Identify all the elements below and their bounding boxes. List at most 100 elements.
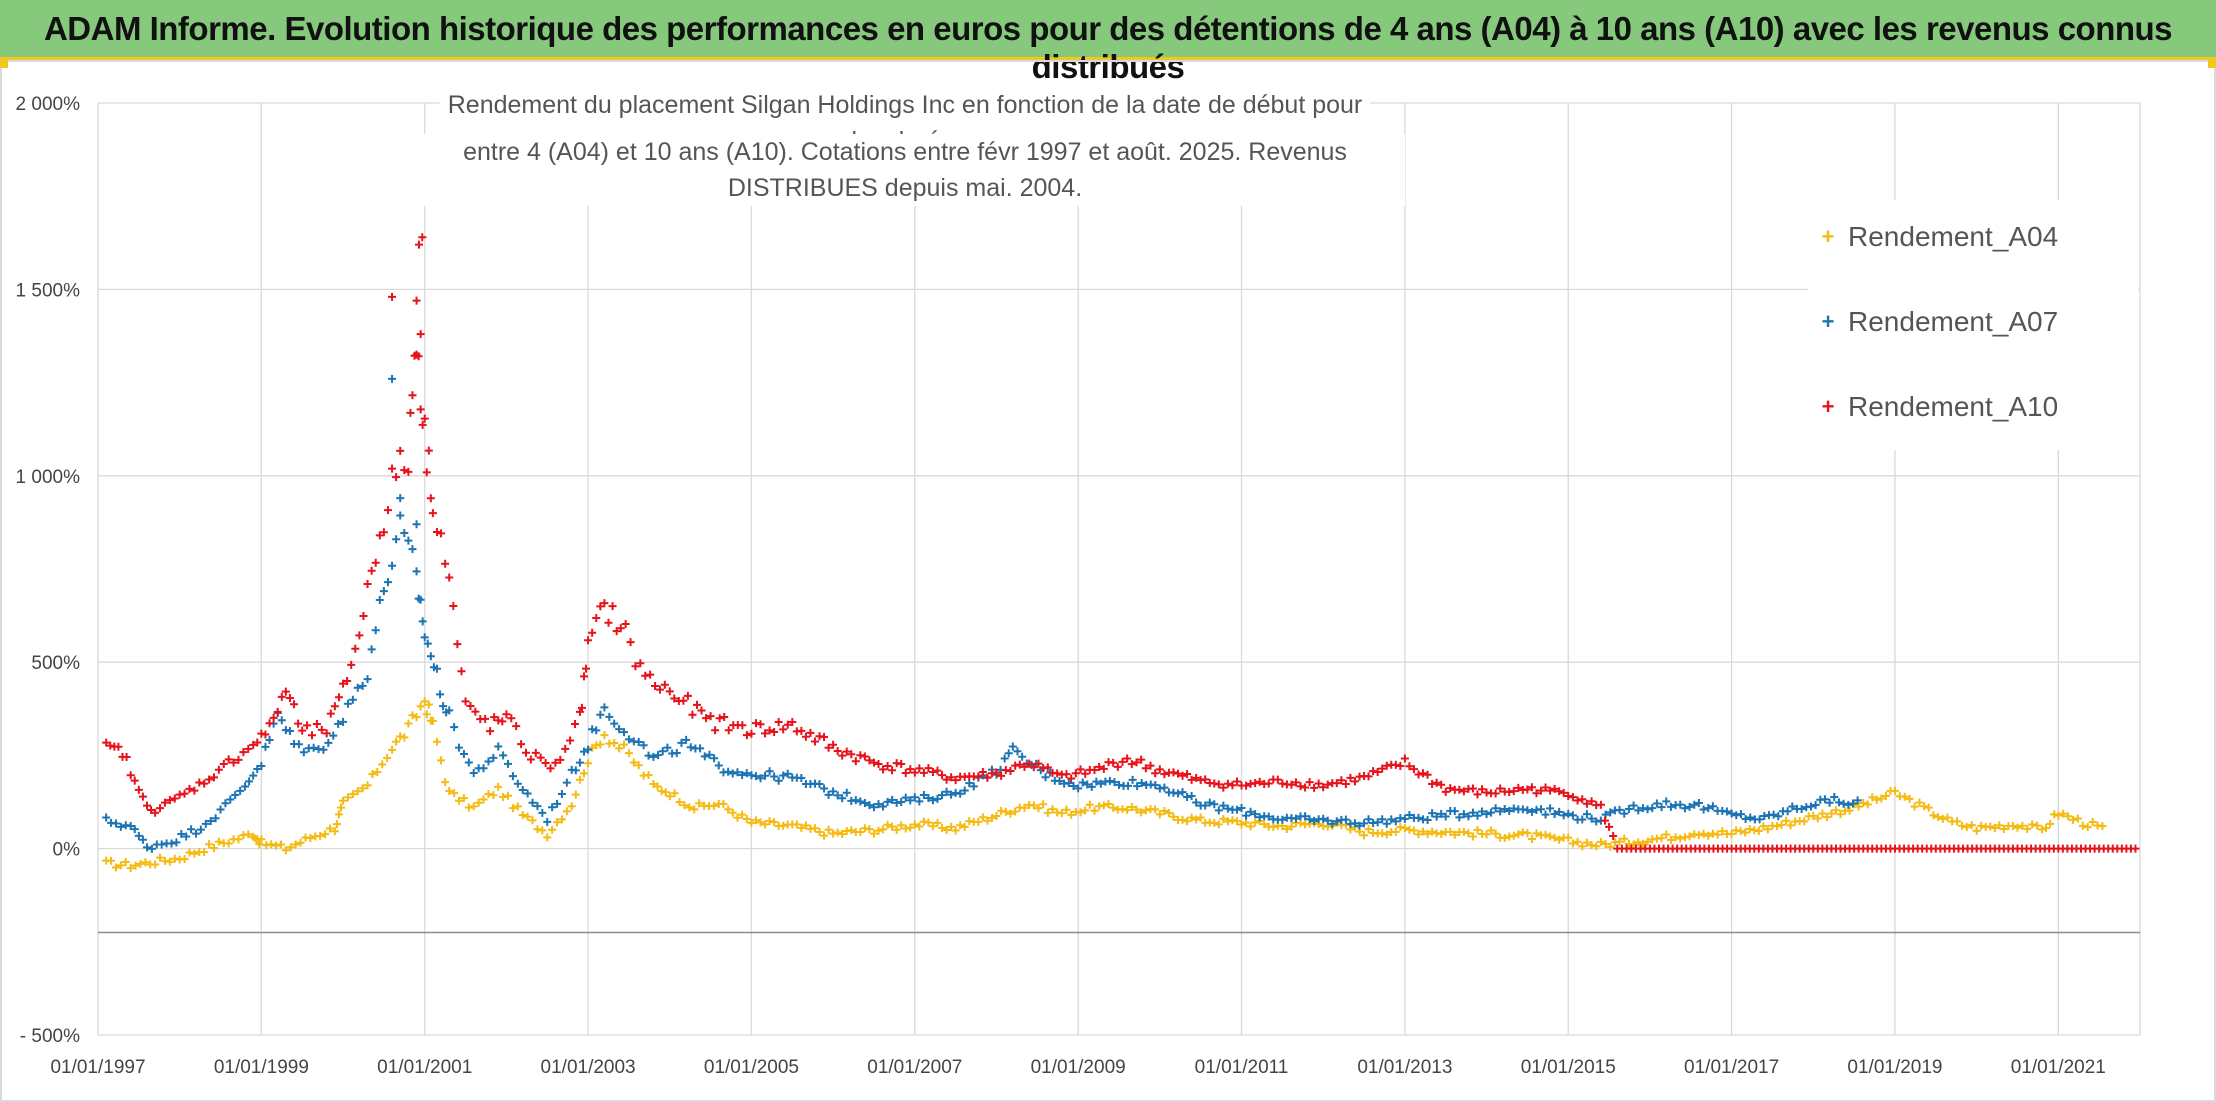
data-point: [513, 802, 522, 811]
data-point: [1482, 810, 1491, 819]
data-point: [1151, 769, 1160, 778]
data-point: [528, 798, 537, 807]
data-point: [1328, 819, 1337, 828]
data-point: [1986, 822, 1995, 831]
data-point: [600, 703, 609, 712]
data-point: [2131, 844, 2140, 853]
data-point: [575, 758, 584, 767]
data-point: [974, 772, 983, 781]
data-point: [244, 744, 253, 753]
data-point: [1468, 784, 1477, 793]
data-point: [665, 792, 674, 801]
data-point: [1405, 811, 1414, 820]
data-point: [508, 772, 517, 781]
data-point: [860, 752, 869, 761]
data-point: [367, 566, 376, 575]
data-point: [1423, 829, 1432, 838]
chart-legend: + Rendement_A04 + Rendement_A07 + Rendem…: [1808, 200, 2138, 450]
data-point: [1064, 779, 1073, 788]
data-point: [1450, 830, 1459, 839]
data-point: [200, 848, 209, 857]
data-point: [1638, 804, 1647, 813]
data-point: [1123, 805, 1132, 814]
data-point: [2083, 823, 2092, 832]
data-point: [865, 825, 874, 834]
data-point: [924, 764, 933, 773]
data-point: [1178, 815, 1187, 824]
data-point: [1464, 812, 1473, 821]
data-point: [1708, 802, 1717, 811]
data-point: [626, 638, 635, 647]
data-point: [820, 831, 829, 840]
frame-corner-mark: [2208, 60, 2216, 68]
data-point: [107, 856, 116, 865]
data-point: [610, 719, 619, 728]
data-point: [2018, 821, 2027, 830]
data-point: [1223, 817, 1232, 826]
data-point: [1671, 833, 1680, 842]
data-point: [680, 801, 689, 810]
data-point: [2013, 823, 2022, 832]
data-point: [702, 714, 711, 723]
data-point: [1432, 778, 1441, 787]
data-point: [1990, 823, 1999, 832]
data-point: [801, 821, 810, 830]
data-point: [1092, 777, 1101, 786]
data-point: [1323, 816, 1332, 825]
data-point: [286, 843, 295, 852]
data-point: [1133, 782, 1142, 791]
data-point: [1509, 831, 1518, 840]
data-point: [1615, 805, 1624, 814]
data-point: [1578, 842, 1587, 851]
data-point: [151, 808, 160, 817]
data-point: [1192, 773, 1201, 782]
data-point: [196, 825, 205, 834]
data-point: [1783, 807, 1792, 816]
data-point: [856, 827, 865, 836]
data-point: [1187, 775, 1196, 784]
data-point: [965, 779, 974, 788]
data-point: [815, 828, 824, 837]
y-tick-label: 1 500%: [16, 280, 81, 301]
data-point: [711, 726, 720, 735]
data-point: [1473, 790, 1482, 799]
data-point: [571, 766, 580, 775]
data-point: [621, 619, 630, 628]
data-point: [343, 699, 352, 708]
data-point: [1666, 802, 1675, 811]
data-point: [416, 595, 425, 604]
data-point: [336, 803, 345, 812]
frame-corner-mark: [0, 60, 8, 68]
data-point: [1219, 814, 1228, 823]
data-point: [1972, 826, 1981, 835]
data-point: [322, 729, 331, 738]
x-tick-label: 01/01/2015: [1521, 1057, 1616, 1078]
data-point: [1999, 825, 2008, 834]
data-point: [1759, 822, 1768, 831]
data-point: [1006, 809, 1015, 818]
data-point: [1287, 822, 1296, 831]
data-point: [195, 778, 204, 787]
data-point: [167, 839, 176, 848]
data-point: [629, 758, 638, 767]
data-point: [829, 740, 838, 749]
legend-marker-a04: +: [1821, 224, 1835, 249]
data-point: [933, 818, 942, 827]
data-point: [1745, 824, 1754, 833]
data-point: [1523, 829, 1532, 838]
data-point: [522, 748, 531, 757]
data-point: [138, 835, 147, 844]
data-point: [1183, 817, 1192, 826]
data-point: [874, 800, 883, 809]
data-point: [234, 755, 243, 764]
data-point: [151, 860, 160, 869]
data-point: [172, 838, 181, 847]
data-point: [779, 725, 788, 734]
legend-label-a10: Rendement_A10: [1848, 391, 2059, 422]
data-point: [1083, 780, 1092, 789]
data-point: [348, 695, 357, 704]
data-point: [1057, 809, 1066, 818]
data-point: [792, 820, 801, 829]
data-point: [714, 761, 723, 770]
data-point: [1754, 826, 1763, 835]
